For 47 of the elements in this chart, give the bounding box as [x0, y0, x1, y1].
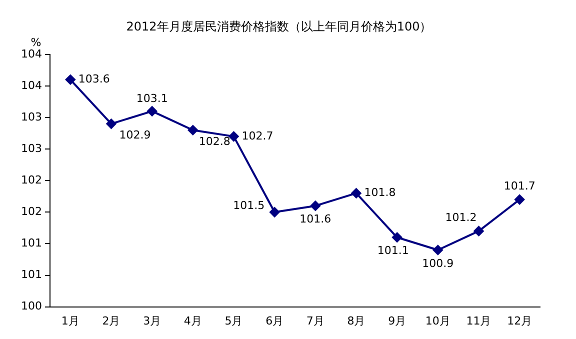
chart-title: 2012年月度居民消费价格指数（以上年同月价格为100）: [126, 19, 432, 34]
point: [147, 106, 158, 116]
x-tick-label: 12月: [507, 314, 532, 328]
y-tick-label: 101: [20, 236, 42, 250]
point: [65, 74, 76, 85]
x-tick-label: 2月: [102, 314, 120, 328]
x-tick-label: 1月: [61, 314, 80, 328]
data-label: 102.7: [242, 129, 274, 142]
data-label: 100.9: [422, 256, 454, 270]
data-label: 101.6: [300, 212, 332, 226]
data-label: 101.8: [364, 186, 396, 200]
point: [474, 226, 484, 236]
data-label: 103.1: [136, 92, 168, 106]
point: [270, 207, 280, 218]
data-label: 102.9: [119, 128, 151, 142]
data-label: 101.2: [445, 210, 477, 224]
x-tick-label: 11月: [466, 314, 492, 328]
point: [392, 232, 402, 242]
y-tick-label: 101: [20, 268, 42, 282]
point: [514, 194, 525, 205]
data-label: 102.8: [198, 134, 230, 148]
y-tick-label: 104: [20, 78, 42, 92]
data-label: 101.7: [504, 179, 536, 192]
y-tick-label: 103: [20, 142, 42, 155]
point: [432, 245, 443, 256]
data-label: 101.5: [233, 199, 265, 212]
x-tick-label: 6月: [266, 314, 284, 328]
y-tick-label: 102: [20, 173, 42, 186]
point: [310, 200, 320, 211]
x-tick-label: 10月: [425, 314, 450, 328]
y-tick-label: 104: [20, 47, 42, 60]
x-tick-label: 7月: [306, 314, 324, 328]
data-label: 103.6: [78, 72, 110, 86]
x-tick-label: 4月: [184, 314, 202, 328]
y-tick-label: 100: [20, 300, 42, 313]
x-tick-label: 8月: [347, 314, 366, 328]
x-tick-label: 3月: [143, 314, 162, 328]
y-tick-label: 103: [20, 110, 42, 124]
data-label: 101.1: [377, 244, 409, 258]
point: [188, 125, 198, 136]
point: [228, 131, 239, 142]
y-axis-title: %: [30, 36, 42, 49]
point: [106, 118, 116, 129]
x-tick-label: 9月: [388, 314, 406, 328]
point: [351, 188, 362, 198]
y-tick-label: 102: [20, 205, 42, 218]
x-tick-label: 5月: [224, 314, 243, 328]
